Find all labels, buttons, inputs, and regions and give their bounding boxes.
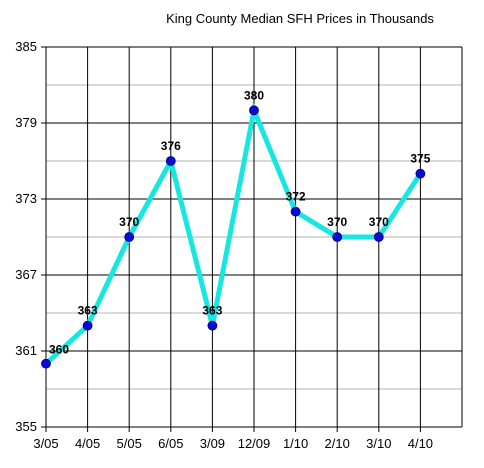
data-label: 375: [410, 152, 430, 166]
x-tick-label: 4/05: [75, 436, 100, 451]
data-label: 363: [78, 304, 98, 318]
data-point-marker: [249, 105, 259, 116]
data-label: 360: [49, 343, 69, 357]
data-point-marker: [415, 168, 426, 179]
y-tick-label: 367: [15, 267, 37, 282]
data-label: 370: [369, 215, 389, 229]
data-point-marker: [373, 232, 384, 242]
chart-title: King County Median SFH Prices in Thousan…: [166, 11, 434, 26]
data-label: 372: [286, 190, 306, 204]
y-tick-label: 385: [15, 39, 37, 54]
x-tick-label: 2/10: [325, 436, 350, 451]
series-line: [44, 101, 423, 366]
data-label: 370: [327, 215, 347, 229]
x-tick-label: 5/05: [117, 436, 142, 451]
data-point-marker: [82, 320, 93, 331]
x-tick-label: 3/09: [200, 436, 225, 451]
x-tick-label: 1/10: [283, 436, 308, 451]
x-tick-label: 12/09: [238, 436, 271, 451]
y-tick-label: 361: [15, 343, 37, 358]
data-label: 376: [161, 139, 181, 153]
data-point-marker: [124, 232, 135, 242]
series-layer: [41, 101, 426, 369]
y-tick-label: 373: [15, 191, 37, 206]
data-point-marker: [165, 156, 176, 166]
data-label: 380: [244, 88, 264, 102]
data-label: 363: [202, 304, 222, 318]
x-tick-label: 3/10: [366, 436, 391, 451]
data-point-marker: [41, 358, 51, 369]
x-tick-label: 3/05: [33, 436, 58, 451]
y-tick-label: 355: [15, 419, 37, 434]
data-point-marker: [332, 232, 343, 242]
data-point-marker: [207, 320, 218, 331]
data-point-marker: [290, 206, 301, 217]
data-label: 370: [119, 215, 139, 229]
y-tick-label: 379: [15, 115, 37, 130]
x-tick-label: 6/05: [158, 436, 183, 451]
x-tick-label: 4/10: [408, 436, 433, 451]
label-layer: 360 363 370 376 363 380 372 370 370 375: [49, 88, 431, 356]
